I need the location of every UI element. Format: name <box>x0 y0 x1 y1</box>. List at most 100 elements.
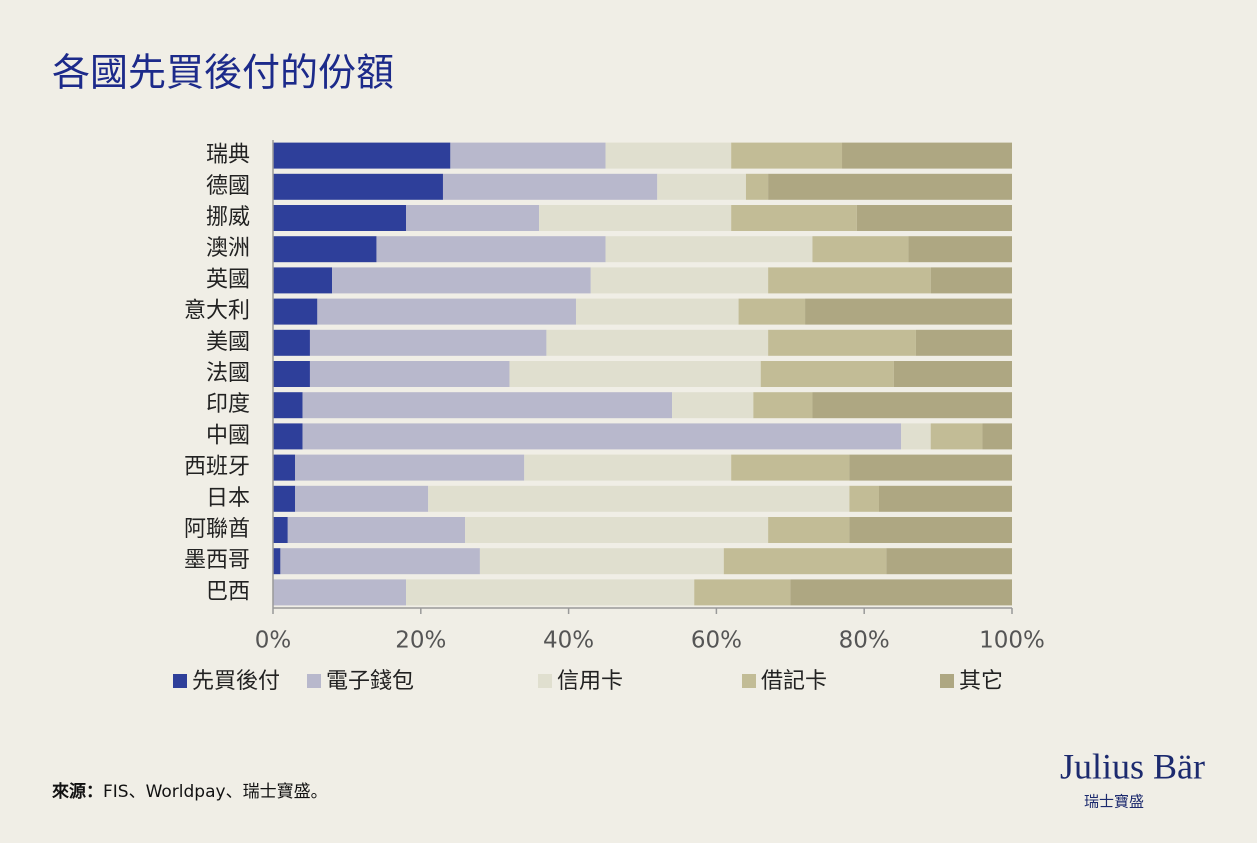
bar-segment <box>930 267 1012 294</box>
bar-segment <box>790 579 1012 606</box>
y-tick-label: 中國 <box>206 423 250 448</box>
legend-label: 信用卡 <box>557 669 623 694</box>
legend-swatch <box>742 674 756 688</box>
y-tick-label: 美國 <box>206 330 250 355</box>
y-tick-label: 挪威 <box>206 205 250 230</box>
bar-segment <box>273 579 407 606</box>
bar-segment <box>849 517 1012 543</box>
bar-segment <box>723 548 887 575</box>
bar-segment <box>479 548 724 575</box>
legend-label: 其它 <box>959 669 1003 694</box>
bar-segment <box>273 423 303 450</box>
y-tick-label: 巴西 <box>206 579 250 604</box>
bar-segment <box>849 454 1012 481</box>
x-tick-label: 20% <box>395 628 446 654</box>
bar-segment <box>886 548 1012 575</box>
bar-segment <box>280 548 480 575</box>
legend-label: 先買後付 <box>192 669 280 694</box>
bar-segment <box>738 298 806 325</box>
bar-segment <box>856 205 1012 231</box>
y-tick-label: 日本 <box>206 486 250 511</box>
bar-segment <box>605 142 732 169</box>
bar-segment <box>273 454 296 481</box>
bar-segment <box>657 173 746 200</box>
bar-segment <box>901 423 931 450</box>
bar-segment <box>273 298 318 325</box>
bar-segment <box>590 267 769 294</box>
logo-subtitle: 瑞士寶盛 <box>1084 793 1144 811</box>
bar-segment <box>376 236 606 263</box>
bar-segment <box>273 361 310 387</box>
bar-segment <box>273 329 310 356</box>
y-tick-label: 澳洲 <box>206 236 250 261</box>
bar-segment <box>273 392 303 419</box>
x-tick-label: 40% <box>543 628 594 654</box>
source-text: FIS、Worldpay、瑞士寶盛。 <box>103 781 328 802</box>
bar-segment <box>317 298 576 325</box>
bar-segment <box>812 236 909 263</box>
bar-segment <box>406 579 695 606</box>
y-tick-label: 瑞典 <box>206 143 250 168</box>
bar-segment <box>539 205 732 231</box>
bar-segment <box>450 142 606 169</box>
bar-segment <box>309 329 547 356</box>
bar-segment <box>295 485 429 512</box>
bar-segment <box>812 392 1012 419</box>
bar-segment <box>768 173 1012 200</box>
y-tick-label: 意大利 <box>184 299 250 324</box>
legend-swatch <box>538 674 552 688</box>
legend-swatch <box>173 674 187 688</box>
y-tick-label: 墨西哥 <box>184 548 250 573</box>
bar-segment <box>753 392 813 419</box>
bar-segment <box>406 205 540 231</box>
bar-segment <box>731 142 843 169</box>
x-tick-label: 100% <box>979 628 1045 654</box>
bar-segment <box>694 579 791 606</box>
bar-segment <box>982 423 1012 450</box>
bar-segment <box>287 517 466 543</box>
y-tick-label: 德國 <box>206 174 250 199</box>
chart-title: 各國先買後付的份額 <box>52 51 394 95</box>
bar-segment <box>745 173 769 200</box>
legend-label: 借記卡 <box>761 669 827 694</box>
bar-segment <box>842 142 1012 169</box>
bar-segment <box>524 454 732 481</box>
y-tick-label: 英國 <box>206 267 250 292</box>
bar-segment <box>273 548 281 575</box>
bar-segment <box>273 485 296 512</box>
bar-segment <box>805 298 1012 325</box>
bar-segment <box>731 205 857 231</box>
legend-swatch <box>307 674 321 688</box>
x-tick-label: 80% <box>839 628 890 654</box>
bar-segment <box>575 298 739 325</box>
x-tick-label: 0% <box>255 628 292 654</box>
bar-segment <box>332 267 591 294</box>
x-tick-label: 60% <box>691 628 742 654</box>
bar-segment <box>442 173 658 200</box>
bar-segment <box>309 361 510 387</box>
source-label: 來源： <box>52 781 103 802</box>
bar-segment <box>302 423 902 450</box>
bar-segment <box>273 267 333 294</box>
y-tick-label: 西班牙 <box>184 455 250 480</box>
bar-segment <box>302 392 673 419</box>
bar-segment <box>273 173 443 200</box>
y-tick-label: 法國 <box>206 361 250 386</box>
bar-segment <box>768 267 931 294</box>
legend-swatch <box>940 674 954 688</box>
bar-segment <box>273 517 288 543</box>
bar-segment <box>915 329 1012 356</box>
bar-segment <box>893 361 1012 387</box>
legend-label: 電子錢包 <box>326 669 414 694</box>
logo-name: Julius Bär <box>1060 746 1205 786</box>
bar-segment <box>273 205 407 231</box>
bar-segment <box>878 485 1012 512</box>
bar-segment <box>546 329 769 356</box>
bar-segment <box>760 361 894 387</box>
bar-segment <box>768 517 850 543</box>
bar-segment <box>672 392 754 419</box>
y-tick-label: 阿聯酋 <box>184 517 250 542</box>
bar-segment <box>605 236 813 263</box>
bar-segment <box>273 236 377 263</box>
